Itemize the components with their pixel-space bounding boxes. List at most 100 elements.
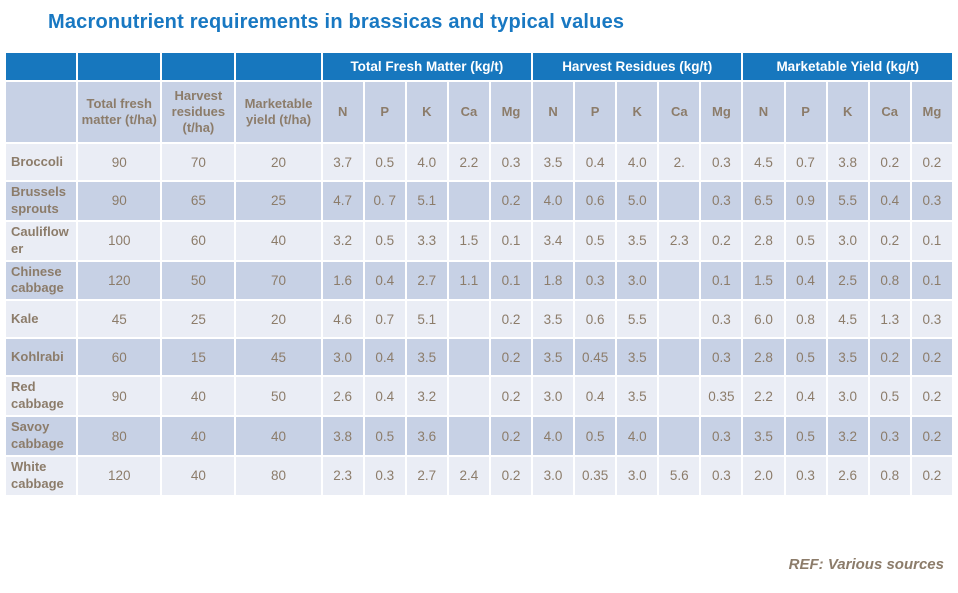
cell: 0. 7 [364, 182, 405, 220]
cell: 2.7 [406, 261, 447, 300]
cell: 1.1 [448, 261, 489, 300]
nutrient-column-header: Mg [911, 82, 952, 142]
nutrient-column-header: K [406, 82, 447, 142]
cell: 0.7 [364, 301, 405, 338]
table-row: Broccoli 90 70 20 3.7 0.5 4.0 2.2 0.3 3.5 0.4 4.0 2.… [6, 144, 952, 180]
nutrient-column-header: Ca [869, 82, 910, 142]
cell: 0.3 [701, 417, 742, 455]
nutrient-column-header: Ca [659, 82, 700, 142]
cell: 4.0 [617, 144, 658, 180]
cell: 80 [78, 417, 161, 455]
cell: 70 [162, 144, 235, 180]
nutrient-column-header: P [575, 82, 616, 142]
cell: 80 [236, 456, 321, 495]
cell: 0.9 [785, 182, 826, 220]
cell: 1.5 [743, 261, 784, 300]
cell: 0.5 [575, 221, 616, 260]
cell: 3.5 [533, 144, 574, 180]
cell: 15 [162, 339, 235, 376]
cell: 3.3 [406, 221, 447, 260]
cell: 25 [162, 301, 235, 338]
cell: 0.2 [911, 377, 952, 416]
cell [448, 417, 489, 455]
cell: 45 [78, 301, 161, 338]
table-row: White cabbage 120 40 80 2.3 0.3 2.7 2.4 0.2 3.0 0.… [6, 456, 952, 495]
nutrient-column-header: N [533, 82, 574, 142]
cell [659, 182, 700, 220]
cell: 0.1 [911, 261, 952, 300]
cell: 0.1 [490, 221, 532, 260]
cell: 3.6 [406, 417, 447, 455]
cell: 0.2 [869, 144, 910, 180]
cell: 3.8 [827, 144, 868, 180]
cell: 0.4 [869, 182, 910, 220]
cell: 1.6 [322, 261, 363, 300]
cell: 0.35 [701, 377, 742, 416]
row-label: Broccoli [6, 144, 77, 180]
row-label: Kale [6, 301, 77, 338]
row-label: Cauliflower [6, 221, 77, 260]
cell: 3.5 [533, 339, 574, 376]
group-header-spacer [78, 53, 161, 80]
cell [659, 339, 700, 376]
table-row: Kohlrabi 60 15 45 3.0 0.4 3.5 0.2 3.5 0.45 3.5 0.3 2… [6, 339, 952, 376]
cell: 0.3 [575, 261, 616, 300]
cell: 0.5 [364, 417, 405, 455]
row-label: Red cabbage [6, 377, 77, 416]
cell: 4.0 [533, 417, 574, 455]
cell: 4.5 [827, 301, 868, 338]
cell: 3.0 [322, 339, 363, 376]
cell: 4.7 [322, 182, 363, 220]
cell: 120 [78, 261, 161, 300]
cell: 0.3 [701, 182, 742, 220]
cell: 3.0 [533, 377, 574, 416]
nutrient-column-header: N [322, 82, 363, 142]
group-header-spacer [236, 53, 321, 80]
cell: 0.3 [869, 417, 910, 455]
cell: 40 [236, 221, 321, 260]
cell: 5.1 [406, 182, 447, 220]
cell: 70 [236, 261, 321, 300]
cell: 2.7 [406, 456, 447, 495]
cell: 20 [236, 301, 321, 338]
cell: 3.2 [406, 377, 447, 416]
group-header: Marketable Yield (kg/t) [743, 53, 952, 80]
table-row: Cauliflower 100 60 40 3.2 0.5 3.3 1.5 0.1 3.4 0.5 3… [6, 221, 952, 260]
cell: 6.0 [743, 301, 784, 338]
cell: 0.5 [575, 417, 616, 455]
nutrient-table: Total Fresh Matter (kg/t) Harvest Residue… [4, 51, 954, 497]
table-row: Red cabbage 90 40 50 2.6 0.4 3.2 0.2 3.0 0.4 3.5 0.… [6, 377, 952, 416]
cell: 60 [162, 221, 235, 260]
nutrient-column-header: K [827, 82, 868, 142]
cell: 25 [236, 182, 321, 220]
cell: 65 [162, 182, 235, 220]
cell: 0.3 [911, 301, 952, 338]
cell: 0.5 [364, 144, 405, 180]
cell: 0.1 [701, 261, 742, 300]
row-label: Kohlrabi [6, 339, 77, 376]
cell: 6.5 [743, 182, 784, 220]
cell [659, 301, 700, 338]
cell: 2. [659, 144, 700, 180]
cell: 3.0 [617, 261, 658, 300]
base-column-header: Marketable yield (t/ha) [236, 82, 321, 142]
row-label: Chinese cabbage [6, 261, 77, 300]
cell: 4.0 [406, 144, 447, 180]
cell: 0.5 [869, 377, 910, 416]
cell: 90 [78, 182, 161, 220]
cell: 4.0 [533, 182, 574, 220]
cell: 5.6 [659, 456, 700, 495]
cell: 4.6 [322, 301, 363, 338]
cell: 0.4 [575, 144, 616, 180]
cell: 20 [236, 144, 321, 180]
cell [659, 377, 700, 416]
nutrient-column-header: Mg [490, 82, 532, 142]
table-row: Savoy cabbage 80 40 40 3.8 0.5 3.6 0.2 4.0 0.5 4.0… [6, 417, 952, 455]
cell [659, 261, 700, 300]
cell: 1.5 [448, 221, 489, 260]
cell: 40 [162, 377, 235, 416]
cell: 2.5 [827, 261, 868, 300]
cell: 40 [236, 417, 321, 455]
cell: 0.2 [490, 377, 532, 416]
sub-header-spacer [6, 82, 77, 142]
